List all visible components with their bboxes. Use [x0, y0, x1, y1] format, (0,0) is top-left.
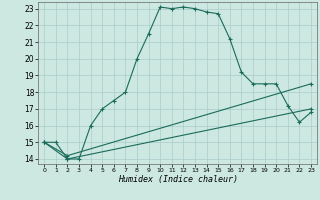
- X-axis label: Humidex (Indice chaleur): Humidex (Indice chaleur): [118, 175, 238, 184]
